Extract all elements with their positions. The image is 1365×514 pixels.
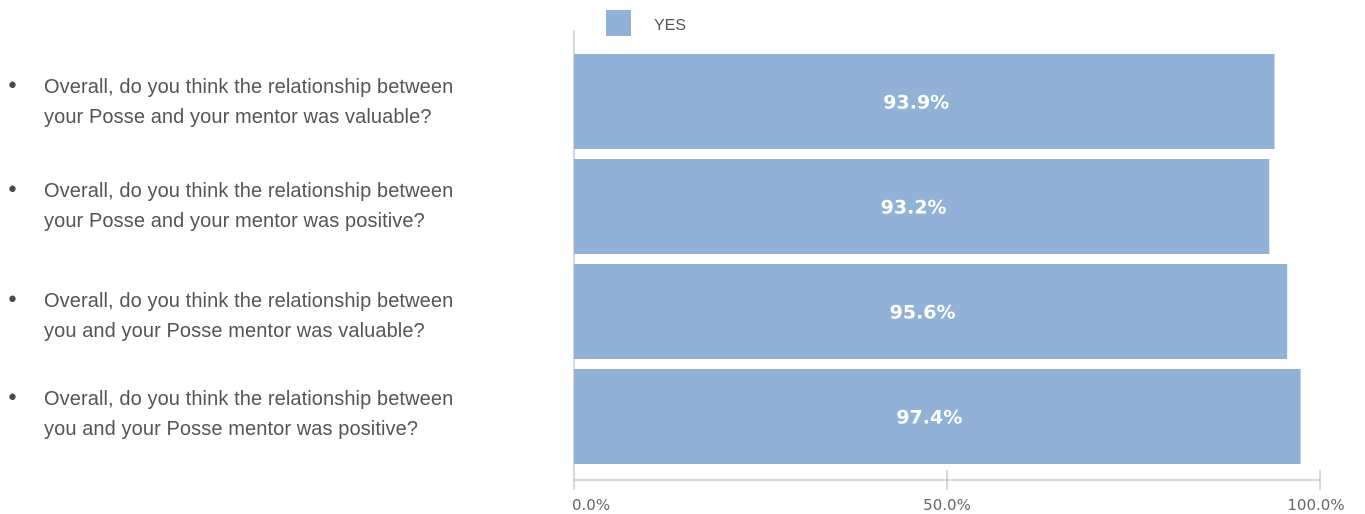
question-line: you and your Posse mentor was valuable?	[44, 320, 425, 342]
bar	[574, 54, 1275, 149]
question-item: • Overall, do you think the relationship…	[0, 286, 560, 366]
question-line: Overall, do you think the relationship b…	[44, 180, 454, 202]
question-line: Overall, do you think the relationship b…	[44, 290, 454, 312]
question-text: Overall, do you think the relationship b…	[44, 384, 554, 444]
question-line: Overall, do you think the relationship b…	[44, 388, 454, 410]
question-text: Overall, do you think the relationship b…	[44, 286, 554, 346]
bar-value-label: 97.4%	[896, 407, 962, 429]
question-line: your Posse and your mentor was positive?	[44, 210, 425, 232]
question-text: Overall, do you think the relationship b…	[44, 72, 554, 132]
bullet: •	[6, 288, 19, 313]
bar-value-label: 93.2%	[881, 197, 947, 219]
bullet: •	[6, 178, 19, 203]
question-text: Overall, do you think the relationship b…	[44, 176, 554, 236]
bar-value-label: 95.6%	[890, 302, 956, 324]
question-line: your Posse and your mentor was valuable?	[44, 106, 432, 128]
bullet: •	[6, 386, 19, 411]
question-item: • Overall, do you think the relationship…	[0, 176, 560, 256]
bullet: •	[6, 74, 19, 99]
x-tick-label: 50.0%	[923, 496, 971, 514]
question-list: • Overall, do you think the relationship…	[0, 0, 560, 514]
question-item: • Overall, do you think the relationship…	[0, 384, 560, 464]
bar	[574, 264, 1288, 359]
question-item: • Overall, do you think the relationship…	[0, 72, 560, 152]
x-tick-label: 0.0%	[572, 496, 610, 514]
bar	[574, 369, 1301, 464]
x-tick-label: 100.0%	[1287, 496, 1344, 514]
bar	[574, 159, 1270, 254]
bar-value-label: 93.9%	[883, 92, 949, 114]
question-line: you and your Posse mentor was positive?	[44, 418, 419, 440]
legend-label: YES	[654, 17, 686, 34]
question-line: Overall, do you think the relationship b…	[44, 76, 454, 98]
legend-swatch	[606, 10, 631, 36]
